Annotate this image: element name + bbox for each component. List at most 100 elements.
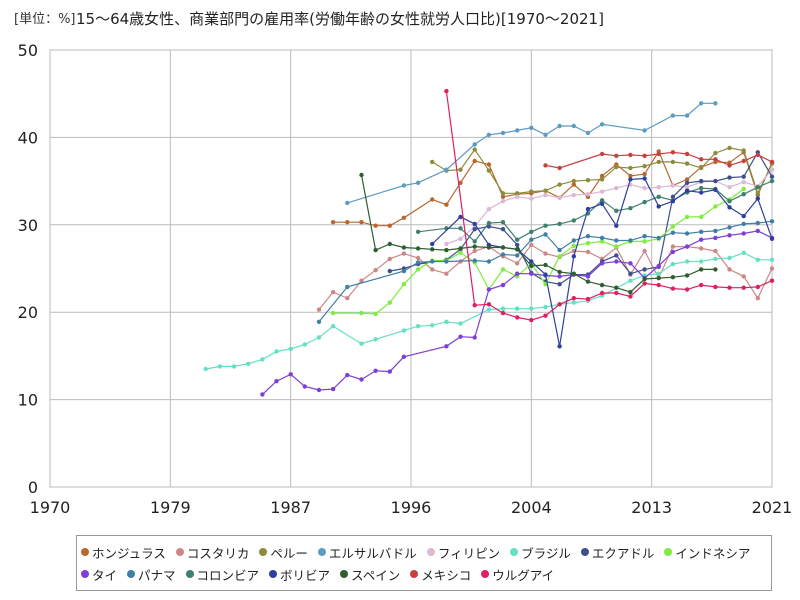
data-point <box>713 284 718 290</box>
data-point <box>769 174 775 179</box>
data-point <box>557 247 562 253</box>
data-point <box>699 185 704 191</box>
data-point <box>543 232 548 237</box>
data-point <box>599 177 605 182</box>
y-tick-label: 20 <box>18 303 38 322</box>
data-point <box>628 278 633 283</box>
data-point <box>543 251 548 256</box>
data-point <box>571 296 576 301</box>
data-point <box>755 152 760 158</box>
data-point <box>656 159 661 165</box>
data-point <box>614 185 619 191</box>
data-point <box>359 377 364 382</box>
data-point <box>727 285 732 290</box>
data-point <box>557 195 562 200</box>
data-point <box>670 183 676 188</box>
data-point <box>642 281 647 286</box>
x-tick-label: 2013 <box>631 498 672 517</box>
data-point <box>458 167 463 172</box>
data-point <box>741 231 746 236</box>
data-point <box>274 349 279 354</box>
data-point <box>458 250 463 255</box>
data-point <box>500 130 506 136</box>
data-point <box>599 173 605 179</box>
data-point <box>614 208 619 213</box>
data-point <box>670 159 676 165</box>
data-point <box>642 267 647 272</box>
data-point <box>330 220 336 225</box>
data-point <box>628 165 633 171</box>
data-point <box>260 392 265 397</box>
legend-item: パナマ <box>127 563 176 585</box>
data-point <box>472 221 477 227</box>
data-point <box>755 296 760 301</box>
data-point <box>486 287 492 292</box>
data-point <box>529 196 534 201</box>
legend-item: エルサルバドル <box>317 541 417 563</box>
data-point <box>529 242 534 248</box>
x-tick-label: 1979 <box>150 498 191 517</box>
legend-label: ホンジュラス <box>92 545 166 561</box>
data-point <box>670 249 676 255</box>
data-point <box>316 307 322 312</box>
data-point <box>401 268 407 274</box>
data-point <box>472 244 477 249</box>
data-point <box>769 266 775 271</box>
series-9 <box>316 219 775 324</box>
data-point <box>543 313 548 318</box>
data-point <box>500 191 506 196</box>
x-tick-label: 2004 <box>511 498 552 517</box>
data-point <box>571 218 576 223</box>
unit-label: [単位：%] <box>14 12 76 27</box>
data-point <box>741 192 746 197</box>
data-point <box>373 337 378 342</box>
data-point <box>472 142 477 147</box>
data-point <box>614 238 619 243</box>
data-point <box>684 177 690 182</box>
data-point <box>585 206 591 212</box>
data-point <box>458 321 463 326</box>
data-point <box>557 344 562 349</box>
data-point <box>741 158 746 164</box>
legend-item: ボリビア <box>269 563 330 585</box>
data-point <box>486 245 492 250</box>
data-point <box>585 130 591 136</box>
data-point <box>557 274 562 279</box>
data-point <box>557 221 562 227</box>
data-point <box>401 183 407 188</box>
data-point <box>727 163 732 168</box>
data-point <box>401 282 407 287</box>
data-point <box>684 161 690 166</box>
data-point <box>557 182 562 187</box>
y-tick-label: 50 <box>18 41 38 60</box>
series-7 <box>330 186 746 317</box>
data-point <box>529 317 534 323</box>
series-8 <box>260 228 775 397</box>
data-point <box>713 187 718 192</box>
data-point <box>599 122 605 127</box>
data-point <box>599 282 605 288</box>
data-point <box>430 323 435 328</box>
data-point <box>628 152 633 158</box>
data-point <box>599 189 605 194</box>
tick-labels: 0 10 20 30 40 50 1970 1979 1987 1996 2004 2013 2021 <box>18 41 793 517</box>
data-point <box>628 261 633 266</box>
data-point <box>444 167 449 172</box>
data-point <box>486 307 492 312</box>
data-point <box>345 220 350 225</box>
data-point <box>387 241 392 247</box>
data-point <box>288 346 293 352</box>
data-point <box>628 238 633 243</box>
data-point <box>543 132 548 137</box>
legend-marker <box>81 548 89 556</box>
series-layer <box>203 88 775 397</box>
data-point <box>486 220 492 226</box>
data-point <box>642 239 647 244</box>
data-point <box>727 233 732 238</box>
data-point <box>699 101 704 106</box>
data-point <box>599 261 605 266</box>
data-point <box>415 267 421 272</box>
data-point <box>628 294 633 299</box>
legend-marker <box>175 548 184 556</box>
data-point <box>769 167 775 172</box>
